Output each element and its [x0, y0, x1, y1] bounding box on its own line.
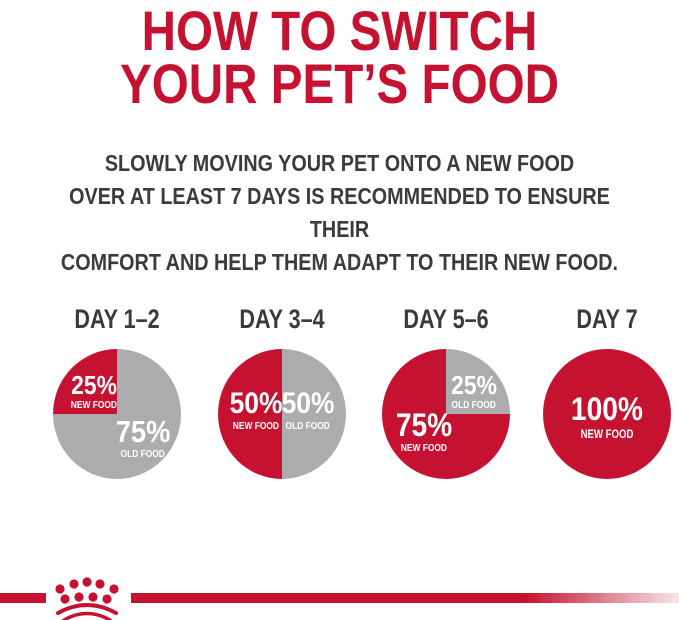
slice-label-old-food: 25% OLD FOOD — [432, 372, 516, 411]
day-7-section: DAY 7 100% NEW FOOD — [543, 303, 671, 479]
slice-percent: 50% — [229, 387, 283, 420]
subtitle-line1: SLOWLY MOVING YOUR PET ONTO A NEW FOOD — [104, 150, 575, 176]
title-line2: YOUR PET’S FOOD — [119, 52, 560, 115]
footer-bar-left — [0, 593, 46, 603]
slice-percent: 25% — [451, 370, 497, 400]
slice-percent: 100% — [570, 391, 644, 427]
pie-chart-day-1-2: 25% NEW FOOD 75% OLD FOOD — [53, 349, 181, 479]
slice-name: NEW FOOD — [580, 427, 634, 441]
subtitle-line3: COMFORT AND HELP THEM ADAPT TO THEIR NEW… — [60, 249, 619, 275]
slice-label-old-food: 50% OLD FOOD — [266, 389, 350, 432]
pie-chart-day-5-6: 25% OLD FOOD 75% NEW FOOD — [382, 349, 510, 479]
title-line1: HOW TO SWITCH — [141, 0, 538, 62]
slice-label-new-food: 75% NEW FOOD — [382, 409, 466, 454]
day-7-heading: DAY 7 — [576, 304, 638, 334]
day-5-6-heading: DAY 5–6 — [403, 304, 489, 334]
slice-name: OLD FOOD — [120, 448, 166, 460]
pie-chart-day-7: 100% NEW FOOD — [543, 349, 671, 479]
footer-bar-right — [131, 593, 679, 603]
slice-percent: 75% — [115, 414, 171, 449]
slice-name: NEW FOOD — [70, 399, 118, 411]
slice-percent: 25% — [71, 370, 117, 400]
slice-name: NEW FOOD — [400, 442, 448, 454]
slice-label-new-food: 100% NEW FOOD — [565, 393, 649, 440]
slice-name: OLD FOOD — [285, 420, 331, 432]
slice-name: OLD FOOD — [451, 399, 497, 411]
day-3-4-section: DAY 3–4 50% NEW FOOD 50% OLD FOOD — [218, 303, 346, 479]
slice-label-new-food: 50% NEW FOOD — [214, 389, 298, 432]
slice-percent: 75% — [395, 407, 453, 443]
page-title: HOW TO SWITCH YOUR PET’S FOOD — [51, 0, 628, 115]
day-3-4-heading: DAY 3–4 — [239, 304, 325, 334]
pie-chart-day-3-4: 50% NEW FOOD 50% OLD FOOD — [218, 349, 346, 479]
royal-canin-crown-icon — [55, 577, 119, 620]
day-1-2-heading: DAY 1–2 — [74, 304, 160, 334]
slice-percent: 50% — [281, 387, 335, 420]
slice-label-old-food: 75% OLD FOOD — [101, 416, 185, 460]
slice-name: NEW FOOD — [232, 420, 280, 432]
day-1-2-section: DAY 1–2 25% NEW FOOD 75% OLD FOOD — [53, 303, 181, 479]
subtitle-line2: OVER AT LEAST 7 DAYS IS RECOMMENDED TO E… — [69, 183, 610, 242]
subtitle: SLOWLY MOVING YOUR PET ONTO A NEW FOOD O… — [48, 147, 632, 279]
day-5-6-section: DAY 5–6 25% OLD FOOD 75% NEW FOOD — [382, 303, 510, 479]
slice-label-new-food: 25% NEW FOOD — [52, 372, 136, 411]
